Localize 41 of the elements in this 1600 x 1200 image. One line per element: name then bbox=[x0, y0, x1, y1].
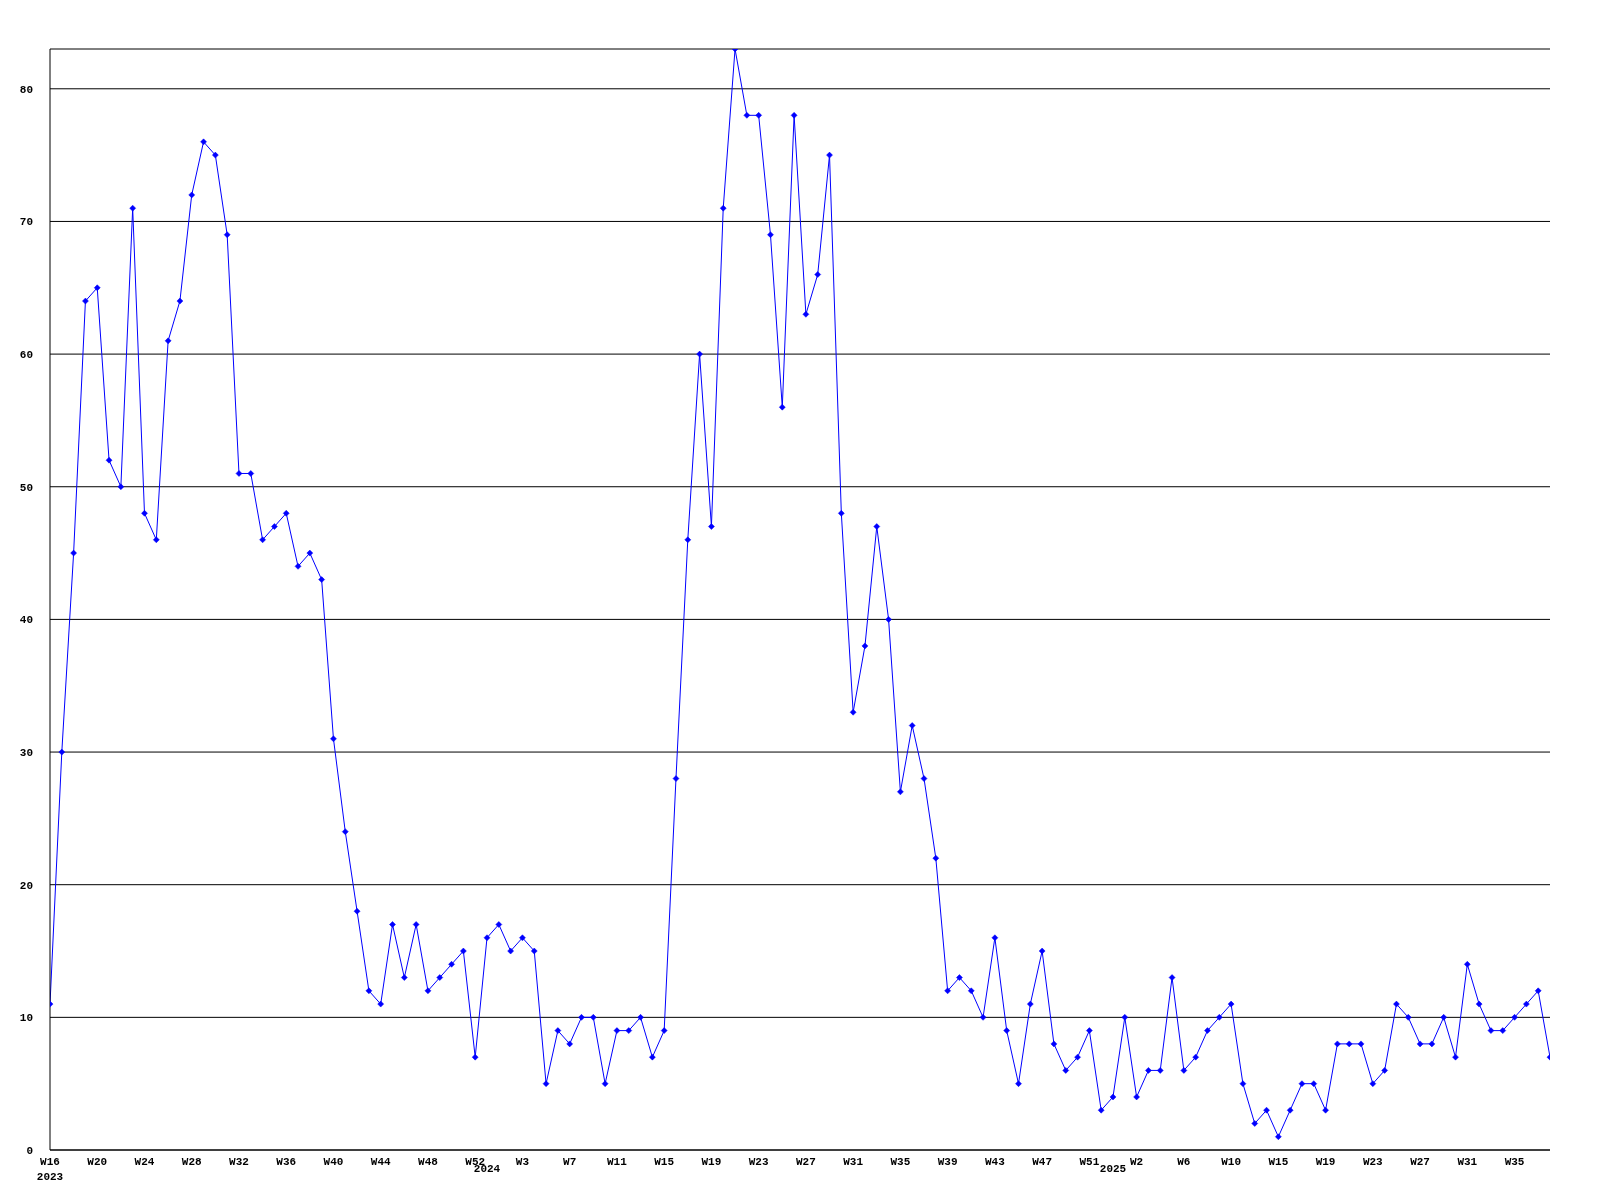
x-tick-label: W16 2023 bbox=[36, 1155, 64, 1183]
x-tick-label: W27 bbox=[796, 1155, 816, 1168]
y-tick-label: 20 bbox=[19, 879, 33, 892]
x-tick-label: W2 bbox=[1130, 1155, 1144, 1168]
x-tick-label: W35 bbox=[1504, 1155, 1525, 1168]
x-tick-label: W44 bbox=[370, 1155, 391, 1168]
x-tick-label: W23 bbox=[748, 1155, 769, 1168]
x-tick-label: W23 bbox=[1362, 1155, 1384, 1168]
x-tick-label: W35 bbox=[890, 1155, 911, 1168]
x-tick-label: W31 bbox=[1457, 1155, 1478, 1168]
y-tick-label: 30 bbox=[19, 746, 33, 759]
x-tick-label: W24 bbox=[134, 1155, 155, 1168]
x-tick-label: W39 bbox=[937, 1155, 958, 1168]
x-tick-label: W32 bbox=[229, 1155, 249, 1168]
y-tick-label: 70 bbox=[19, 216, 33, 229]
y-tick-label: 80 bbox=[19, 83, 33, 96]
x-tick-label: W31 bbox=[843, 1155, 864, 1168]
x-tick-label: W10 bbox=[1221, 1155, 1242, 1168]
x-tick-label: W11 bbox=[607, 1155, 628, 1168]
x-tick-label: W47 bbox=[1032, 1155, 1053, 1168]
x-tick-label: W40 bbox=[323, 1155, 344, 1168]
x-tick-label: W15 bbox=[654, 1155, 675, 1168]
x-tick-label: W28 bbox=[181, 1155, 203, 1168]
x-tick-label: W7 bbox=[563, 1155, 577, 1168]
y-tick-label: 40 bbox=[19, 614, 33, 627]
x-tick-label: W48 bbox=[418, 1155, 439, 1168]
y-tick-label: 0 bbox=[26, 1144, 33, 1157]
x-tick-label: W15 bbox=[1268, 1155, 1289, 1168]
x-tick-label: W51 bbox=[1079, 1155, 1100, 1168]
x-tick-label: W3 bbox=[515, 1155, 530, 1168]
y-tick-label: 10 bbox=[19, 1012, 33, 1025]
x-tick-label: W20 bbox=[87, 1155, 108, 1168]
x-tick-label: W36 bbox=[276, 1155, 297, 1168]
x-tick-label: W43 bbox=[984, 1155, 1006, 1168]
x-tick-label: 2025 bbox=[1099, 1163, 1127, 1175]
y-tick-label: 50 bbox=[19, 481, 33, 494]
x-tick-label: W19 bbox=[1315, 1155, 1336, 1168]
x-tick-label: W6 bbox=[1177, 1155, 1191, 1168]
y-tick-label: 60 bbox=[19, 349, 33, 361]
x-tick-label: W27 bbox=[1410, 1155, 1430, 1168]
x-tick-label: W19 bbox=[701, 1155, 722, 1168]
